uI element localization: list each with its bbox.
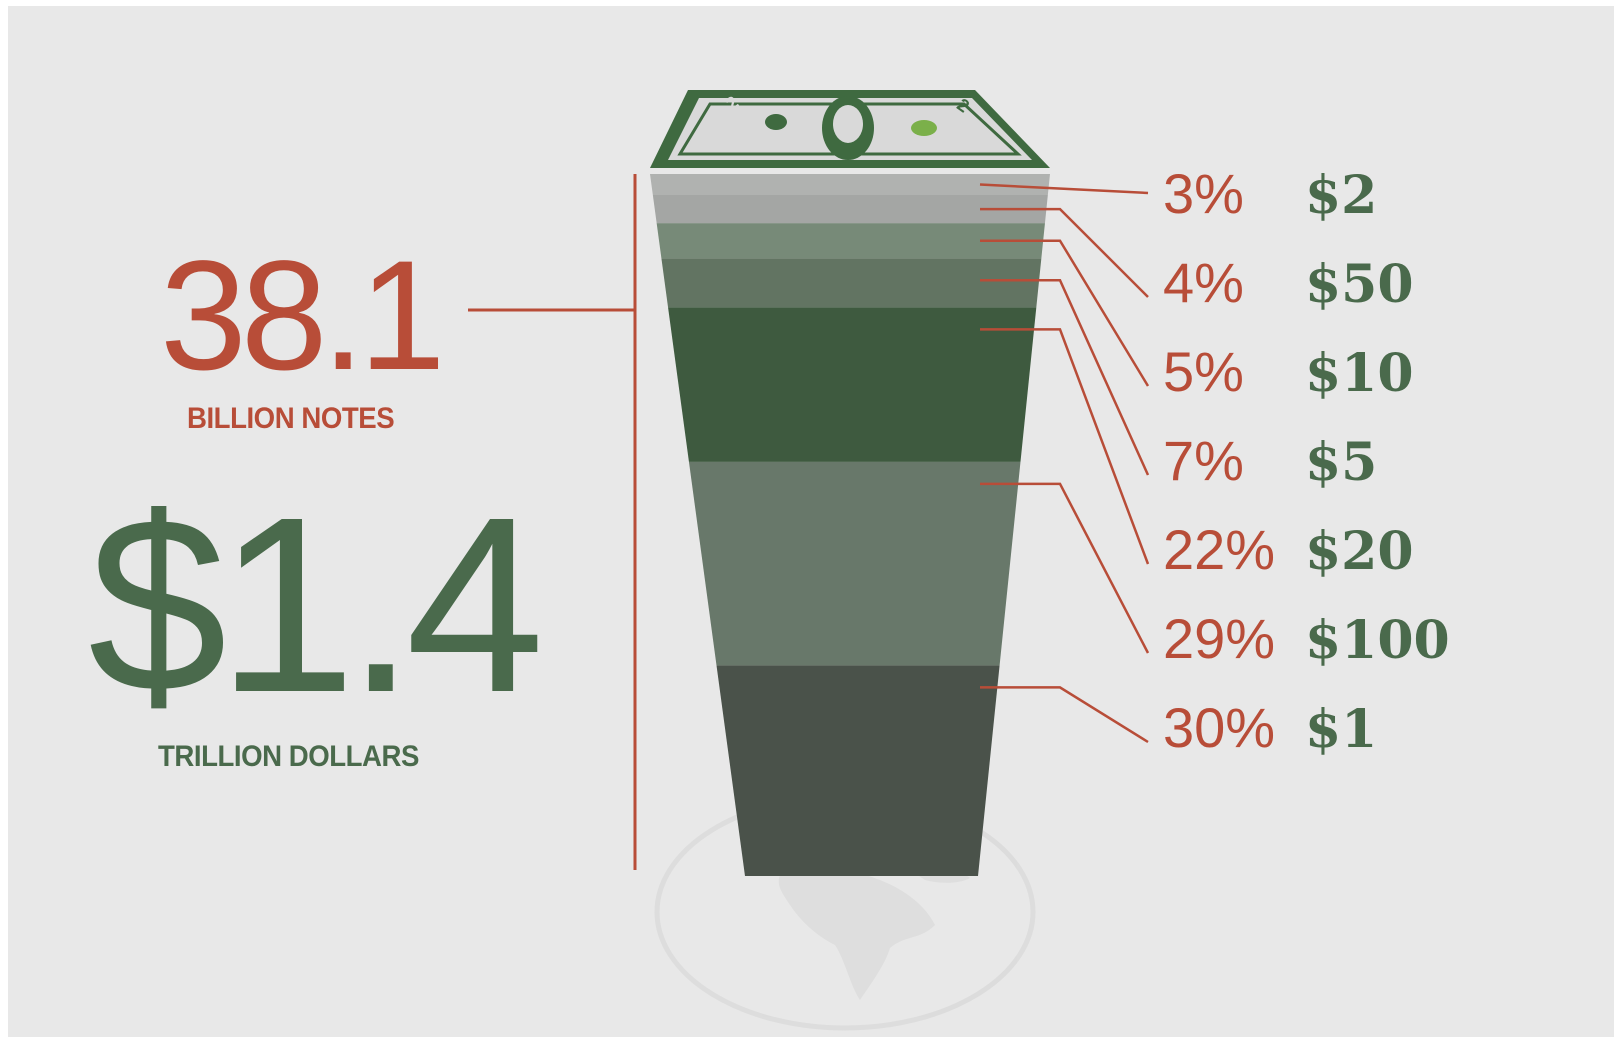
notes-count-value: 38.1: [160, 229, 446, 403]
segment-2-dollar: [650, 174, 1050, 196]
denomination-label-2-dollar: $2: [1305, 165, 1377, 226]
leader-line-5-dollar: [980, 278, 1150, 476]
bill-top: 2 2: [650, 90, 1050, 168]
leader-line-100-dollar: [980, 482, 1150, 654]
bill-seal-left: [765, 114, 787, 130]
segment-labels: 30% $1 29% $100 22% $20 7% $5 5% $10 4% $50 3% $2: [1163, 162, 1450, 760]
stack-segments: [650, 174, 1050, 876]
bill-seal-right: [911, 120, 937, 136]
denomination-label-100-dollar: $100: [1305, 610, 1450, 671]
segment-50-dollar: [652, 195, 1048, 224]
segment-1-dollar: [716, 665, 1000, 876]
segment-100-dollar: [688, 461, 1021, 666]
segment-20-dollar: [668, 307, 1037, 462]
percent-label-20-dollar: 22%: [1163, 518, 1275, 581]
percent-label-100-dollar: 29%: [1163, 607, 1275, 670]
leader-line-20-dollar: [980, 328, 1150, 565]
percent-label-50-dollar: 4%: [1163, 251, 1244, 314]
denomination-label-1-dollar: $1: [1305, 699, 1377, 760]
denomination-label-5-dollar: $5: [1305, 432, 1377, 493]
percent-label-10-dollar: 5%: [1163, 340, 1244, 403]
percent-label-2-dollar: 3%: [1163, 162, 1244, 225]
notes-count-caption: BILLION NOTES: [187, 402, 395, 435]
leader-line-50-dollar: [980, 207, 1149, 298]
percent-label-5-dollar: 7%: [1163, 429, 1244, 492]
leader-line-10-dollar: [980, 239, 1150, 387]
leader-line-2-dollar: [979, 183, 1149, 195]
denomination-label-20-dollar: $20: [1305, 521, 1414, 582]
percent-label-1-dollar: 30%: [1163, 696, 1275, 759]
leader-line-1-dollar: [980, 686, 1149, 744]
denomination-label-50-dollar: $50: [1305, 254, 1414, 315]
leader-lines: [979, 183, 1150, 744]
dollar-total-caption: TRILLION DOLLARS: [158, 740, 419, 773]
dollar-total-value: $1.4: [88, 465, 545, 744]
segment-10-dollar: [656, 223, 1045, 259]
segment-5-dollar: [661, 258, 1042, 308]
denomination-label-10-dollar: $10: [1305, 343, 1414, 404]
